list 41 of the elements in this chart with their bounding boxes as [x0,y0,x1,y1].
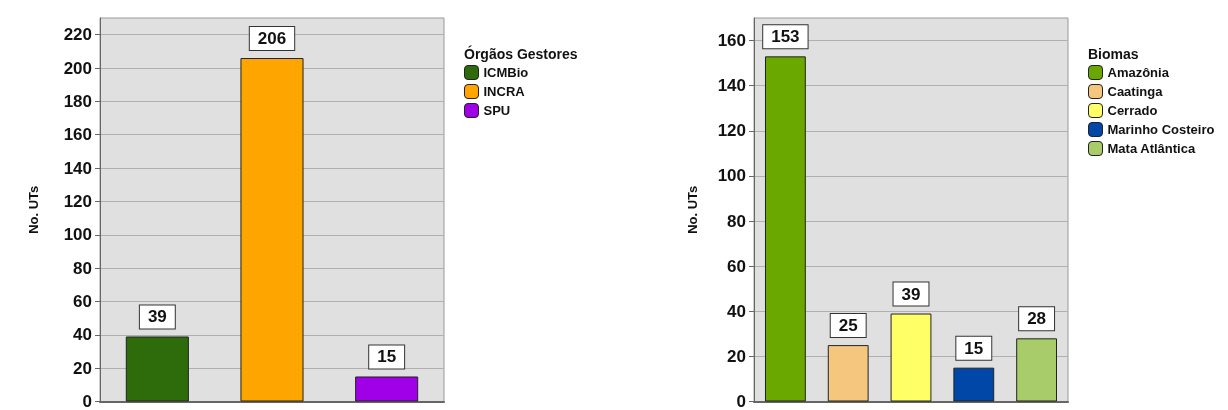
legend-label: Marinho Costeiro [1107,122,1215,137]
data-label: 25 [838,316,858,336]
y-tick-label: 160 [717,31,746,51]
legend-label: Cerrado [1107,103,1158,118]
data-label: 206 [257,29,287,49]
y-tick-label: 200 [63,58,92,78]
y-tick-label: 180 [63,91,92,111]
y-axis-title: No. UTs [26,185,41,234]
y-axis-title: No. UTs [685,185,700,234]
y-tick-label: 60 [73,291,92,311]
legend-label: Mata Atlântica [1107,141,1196,156]
legend-label: Caatinga [1107,84,1164,99]
y-tick-label: 0 [82,392,92,410]
legend-title: Biomas [1088,46,1139,62]
data-label: 28 [1027,309,1047,329]
legend-label: SPU [483,103,511,118]
y-tick-label: 120 [63,191,92,211]
legend-label: Amazônia [1107,65,1170,80]
y-tick-label: 40 [73,325,92,345]
y-tick-label: 140 [63,158,92,178]
y-tick-label: 100 [63,225,92,245]
y-tick-label: 0 [736,392,746,410]
data-label: 15 [377,347,397,367]
legend-title: Órgãos Gestores [464,45,578,62]
y-tick-label: 20 [727,346,746,366]
y-tick-label: 220 [63,25,92,45]
y-tick-label: 100 [717,166,746,186]
data-label: 15 [964,338,984,358]
y-tick-label: 20 [73,358,92,378]
y-tick-label: 80 [727,211,746,231]
data-label: 39 [901,284,921,304]
y-tick-label: 80 [73,258,92,278]
y-tick-label: 60 [727,256,746,276]
y-tick-label: 40 [727,301,746,321]
data-label: 153 [771,27,800,47]
legend-label: ICMBio [483,65,529,80]
data-label: 39 [147,307,167,327]
y-tick-label: 140 [717,76,746,96]
y-tick-label: 160 [63,125,92,145]
y-tick-label: 120 [717,121,746,141]
legend-label: INCRA [483,84,526,99]
